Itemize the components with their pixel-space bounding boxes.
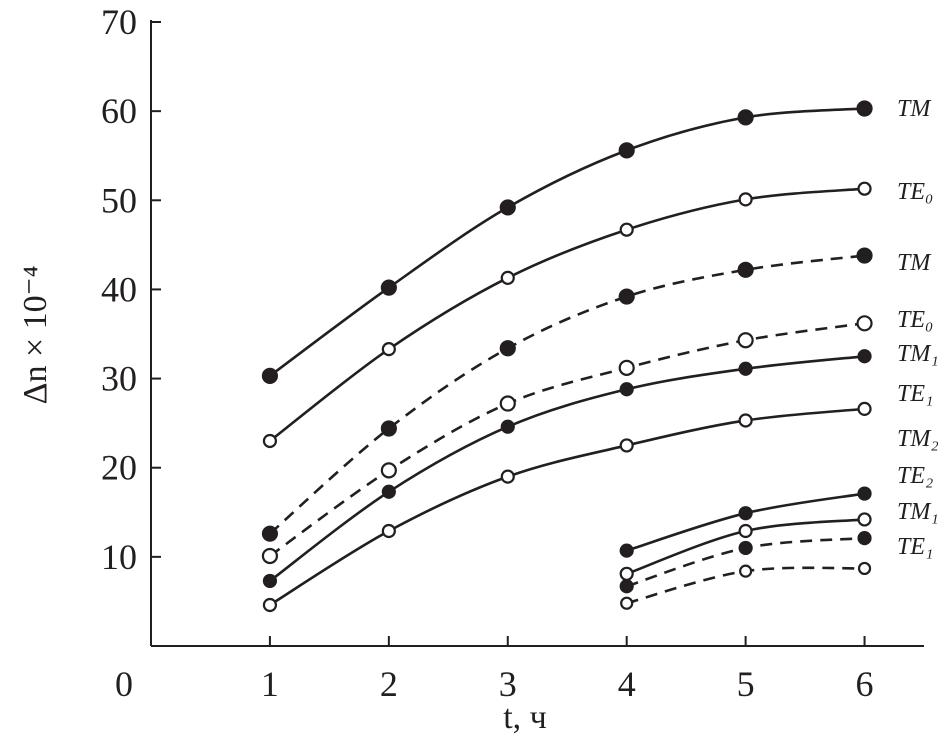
data-point [737,261,754,278]
y-tick-label: 60 [101,91,137,131]
data-point [856,100,873,117]
data-point [262,597,278,613]
data-point [500,419,515,434]
data-point [261,367,279,384]
series-label: TE₀ [897,179,933,205]
data-point [618,359,635,376]
data-point [857,512,872,527]
data-point [261,525,279,542]
series-label: TE₀ [897,307,933,333]
data-point [380,279,397,296]
data-point [262,433,278,449]
x-tick-label: 2 [380,664,398,704]
data-point [738,413,753,428]
data-point [856,247,873,264]
x-tick-label: 5 [737,664,755,704]
data-point [857,486,872,501]
series-label: TM₁ [897,341,939,367]
data-point [618,142,635,159]
data-point [738,523,753,539]
series-label: TE₁ [897,534,933,560]
data-point [499,199,516,216]
data-point [620,596,634,610]
data-point [262,573,278,589]
x-tick-label: 3 [499,664,517,704]
y-tick-label: 70 [101,2,137,42]
data-point [619,222,634,237]
data-point [619,382,634,397]
data-point [619,566,634,581]
data-point [738,506,753,521]
data-point [500,270,515,285]
series-line [269,254,865,535]
data-point [618,288,635,305]
series-label: TM [897,250,932,276]
series-label: TE₁ [897,381,933,407]
data-point [619,579,634,594]
data-point [261,547,279,565]
origin-label: 0 [115,664,133,704]
y-axis-label: Δn × 10⁻⁴ [17,266,54,405]
data-point [738,192,753,207]
data-point [738,361,753,376]
data-point [857,561,872,576]
series-label: TM [897,96,932,122]
data-point [500,469,515,484]
data-point [739,564,753,578]
series-label: TE₂ [897,463,933,489]
data-point [619,438,634,453]
data-point [856,315,873,332]
data-point [380,462,397,479]
series-label: TM₁ [897,499,939,525]
x-axis-label: t, ч [503,699,547,736]
data-point [737,332,754,349]
x-tick-label: 1 [261,664,279,704]
y-tick-label: 40 [101,269,137,309]
data-point [619,543,634,558]
data-point [381,484,396,499]
data-point [737,109,754,126]
y-tick-label: 10 [101,537,137,577]
y-tick-label: 30 [101,359,137,399]
y-tick-label: 20 [101,448,137,488]
series-line [269,107,865,377]
data-point [381,342,396,357]
data-point [380,420,397,437]
data-point [738,540,753,556]
series-line [269,322,865,558]
data-point [857,349,872,364]
data-point [857,181,872,196]
data-point [381,523,396,539]
x-tick-label: 4 [618,664,636,704]
x-tick-label: 6 [856,664,874,704]
data-point [857,401,872,416]
y-tick-label: 50 [101,180,137,220]
series-label: TM₂ [897,426,939,452]
series-line [269,187,865,442]
data-point [499,395,516,412]
data-point [499,340,516,357]
data-point [857,531,872,546]
